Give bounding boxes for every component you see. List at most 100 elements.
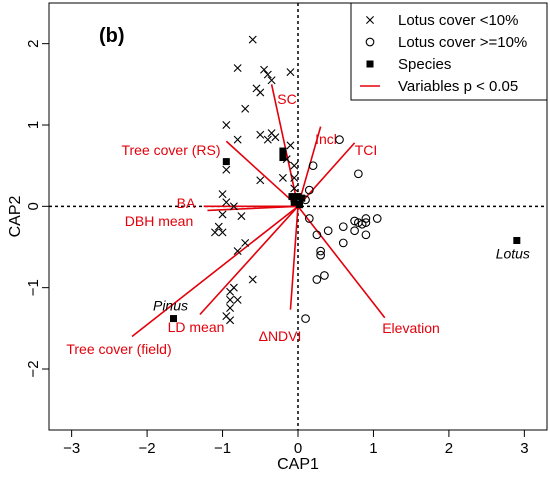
open-circle-marker	[338, 222, 348, 232]
open-circle-marker	[304, 185, 314, 195]
x-marker-stroke	[226, 304, 235, 312]
x-marker-stroke	[290, 173, 299, 182]
x-marker	[286, 141, 295, 150]
legend-label: Variables p < 0.05	[398, 78, 518, 95]
open-circle-marker	[323, 226, 333, 236]
x-marker	[233, 247, 242, 256]
variable-arrow	[270, 84, 299, 207]
x-marker-stroke	[226, 287, 235, 296]
legend-label: Species	[398, 56, 451, 73]
panel-label: (b)	[99, 25, 125, 47]
x-marker	[233, 64, 242, 73]
x-tick-label: 3	[520, 440, 528, 457]
x-marker-stroke	[218, 190, 227, 199]
y-tick-label: 1	[25, 121, 42, 129]
variable-label: Elevation	[382, 320, 440, 336]
x-marker-stroke	[256, 130, 265, 139]
open-circle-marker	[312, 230, 322, 240]
x-marker-stroke	[233, 247, 242, 256]
x-marker	[248, 275, 257, 284]
x-marker	[271, 133, 280, 142]
legend-label: Lotus cover >=10%	[398, 34, 527, 51]
x-marker-stroke	[237, 212, 246, 221]
x-marker-stroke	[222, 198, 231, 207]
x-marker	[256, 88, 265, 97]
x-marker	[222, 165, 231, 174]
x-tick-label: −1	[214, 440, 231, 457]
x-marker	[263, 135, 272, 144]
variable-arrow	[297, 142, 356, 207]
x-marker-stroke	[226, 295, 235, 304]
species-marker	[170, 315, 177, 323]
x-marker	[222, 121, 231, 129]
open-circle-marker	[308, 161, 318, 171]
variable-label: Tree cover (RS)	[121, 142, 220, 158]
x-marker	[263, 70, 272, 79]
open-circle-marker	[361, 214, 371, 223]
x-marker-stroke	[252, 84, 261, 93]
variable-arrow	[225, 140, 299, 207]
legend-circle-symbol	[365, 37, 375, 47]
x-marker	[290, 173, 299, 182]
x-tick-label: 0	[294, 440, 302, 457]
x-marker-stroke	[286, 141, 295, 150]
x-marker	[226, 316, 235, 325]
x-marker-stroke	[256, 176, 265, 185]
open-circle-marker	[316, 250, 325, 260]
x-marker-stroke	[260, 65, 269, 74]
x-marker-stroke	[263, 135, 272, 144]
x-marker-stroke	[233, 295, 242, 304]
x-marker-stroke	[233, 64, 242, 73]
species-marker	[279, 147, 287, 155]
x-marker	[267, 76, 276, 85]
open-circle-marker	[361, 218, 371, 227]
variable-label: Tree cover (field)	[66, 341, 171, 357]
data-points: Lotus Pinus	[153, 35, 530, 325]
variable-label: SC	[277, 91, 296, 107]
x-tick-label: −2	[139, 440, 156, 457]
species-marker	[294, 193, 302, 201]
species-marker	[290, 198, 298, 206]
x-marker	[256, 130, 265, 139]
x-marker	[278, 173, 287, 182]
species-label: Pinus	[153, 298, 188, 314]
variable-arrow	[297, 205, 386, 319]
species-marker	[288, 193, 296, 201]
x-marker-stroke	[271, 133, 280, 142]
species-marker	[296, 201, 304, 209]
open-circle-marker	[361, 230, 371, 240]
species-marker	[279, 154, 287, 162]
open-circle-marker	[350, 226, 359, 236]
open-circle-marker	[338, 238, 348, 248]
x-marker	[226, 287, 235, 296]
x-marker	[237, 212, 246, 221]
x-marker-stroke	[263, 70, 272, 79]
x-marker	[241, 238, 250, 247]
x-marker-stroke	[226, 316, 235, 325]
species-marker	[298, 194, 306, 202]
x-marker-stroke	[218, 210, 227, 219]
x-marker	[290, 184, 299, 193]
x-marker-stroke	[290, 161, 299, 170]
x-marker-stroke	[241, 104, 250, 113]
x-marker-stroke	[233, 135, 242, 144]
legend-square-symbol	[366, 60, 374, 68]
variable-arrow	[131, 205, 299, 338]
x-tick-label: 1	[369, 440, 377, 457]
x-marker	[286, 68, 295, 77]
variable-arrows: SC Incl TCI Tree cover (RS) BA DBH mean Tree c…	[66, 84, 440, 357]
open-circle-marker	[312, 275, 322, 284]
x-marker	[226, 304, 235, 312]
x-marker-stroke	[278, 173, 287, 182]
x-marker-stroke	[241, 238, 250, 247]
variable-label: DBH mean	[125, 213, 193, 229]
variable-label: TCI	[355, 142, 378, 158]
open-circle-marker	[350, 216, 359, 226]
y-axis-label: CAP2	[7, 196, 24, 238]
x-marker-stroke	[256, 88, 265, 97]
open-circle-marker	[320, 271, 329, 280]
open-circle-marker	[304, 214, 314, 223]
species-marker	[513, 236, 521, 244]
species-label: Lotus	[496, 245, 530, 261]
